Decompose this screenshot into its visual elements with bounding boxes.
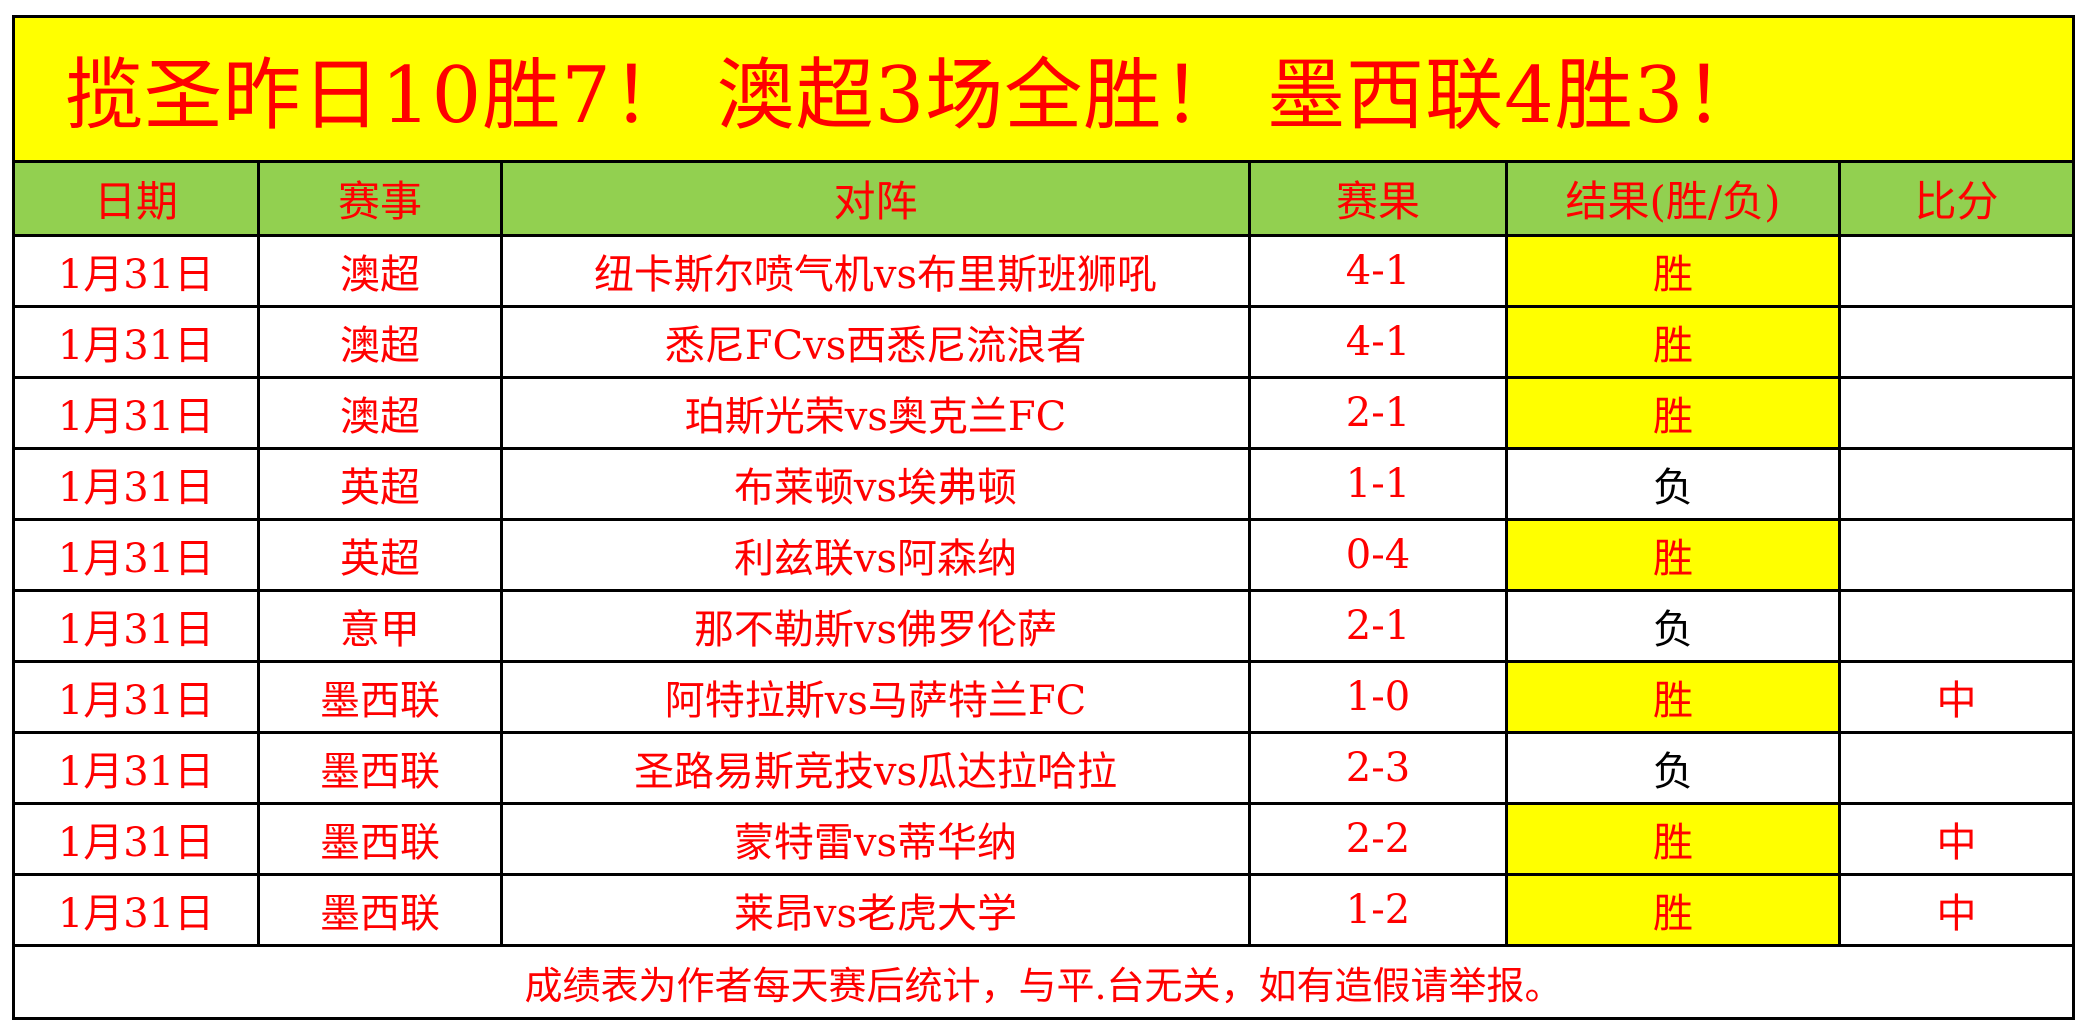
cell-score: 1-1 <box>1248 447 1508 521</box>
results-table: 揽圣昨日10胜7！ 澳超3场全胜！ 墨西联4胜3！ 日期 赛事 对阵 赛果 结果… <box>11 15 2076 1020</box>
cell-league: 澳超 <box>257 376 503 450</box>
footer-row: 成绩表为作者每天赛后统计，与平.台无关，如有造假请举报。 <box>11 944 2076 1020</box>
cell-score: 4-1 <box>1248 305 1508 379</box>
header-bifen: 比分 <box>1837 160 2076 237</box>
cell-score: 2-3 <box>1248 731 1508 805</box>
cell-league: 英超 <box>257 447 503 521</box>
cell-league: 澳超 <box>257 305 503 379</box>
cell-bifen <box>1837 518 2076 592</box>
header-score: 赛果 <box>1248 160 1508 237</box>
cell-league: 意甲 <box>257 589 503 663</box>
cell-bifen: 中 <box>1837 660 2076 734</box>
cell-result: 胜 <box>1505 376 1841 450</box>
cell-date: 1月31日 <box>12 873 260 947</box>
cell-score: 4-1 <box>1248 234 1508 308</box>
cell-match: 纽卡斯尔喷气机vs布里斯班狮吼 <box>500 234 1251 308</box>
cell-result: 负 <box>1505 589 1841 663</box>
cell-result: 胜 <box>1505 873 1841 947</box>
cell-match: 圣路易斯竞技vs瓜达拉哈拉 <box>500 731 1251 805</box>
cell-date: 1月31日 <box>12 802 260 876</box>
cell-bifen <box>1837 376 2076 450</box>
cell-result: 负 <box>1505 731 1841 805</box>
table-row: 1月31日 英超 布莱顿vs埃弗顿 1-1 负 <box>12 447 2076 521</box>
footer-note: 成绩表为作者每天赛后统计，与平.台无关，如有造假请举报。 <box>11 944 2076 1020</box>
cell-match: 利兹联vs阿森纳 <box>500 518 1251 592</box>
cell-bifen <box>1837 589 2076 663</box>
table-row: 1月31日 意甲 那不勒斯vs佛罗伦萨 2-1 负 <box>12 589 2076 663</box>
cell-bifen <box>1837 731 2076 805</box>
cell-date: 1月31日 <box>12 376 260 450</box>
cell-league: 墨西联 <box>257 802 503 876</box>
table-row: 1月31日 澳超 纽卡斯尔喷气机vs布里斯班狮吼 4-1 胜 <box>12 234 2076 308</box>
cell-league: 墨西联 <box>257 660 503 734</box>
table-row: 1月31日 澳超 悉尼FCvs西悉尼流浪者 4-1 胜 <box>12 305 2076 379</box>
cell-league: 澳超 <box>257 234 503 308</box>
header-date: 日期 <box>12 160 260 237</box>
cell-score: 2-1 <box>1248 376 1508 450</box>
cell-league: 英超 <box>257 518 503 592</box>
header-result: 结果(胜/负) <box>1505 160 1841 237</box>
cell-result: 胜 <box>1505 660 1841 734</box>
table-row: 1月31日 英超 利兹联vs阿森纳 0-4 胜 <box>12 518 2076 592</box>
cell-league: 墨西联 <box>257 873 503 947</box>
cell-match: 阿特拉斯vs马萨特兰FC <box>500 660 1251 734</box>
cell-match: 那不勒斯vs佛罗伦萨 <box>500 589 1251 663</box>
cell-score: 2-1 <box>1248 589 1508 663</box>
cell-result: 负 <box>1505 447 1841 521</box>
cell-date: 1月31日 <box>12 518 260 592</box>
table-row: 1月31日 墨西联 蒙特雷vs蒂华纳 2-2 胜中 <box>12 802 2076 876</box>
page-title: 揽圣昨日10胜7！ 澳超3场全胜！ 墨西联4胜3！ <box>11 15 2076 163</box>
cell-score: 0-4 <box>1248 518 1508 592</box>
table-row: 1月31日 墨西联 圣路易斯竞技vs瓜达拉哈拉 2-3 负 <box>12 731 2076 805</box>
cell-result: 胜 <box>1505 305 1841 379</box>
cell-match: 布莱顿vs埃弗顿 <box>500 447 1251 521</box>
cell-match: 悉尼FCvs西悉尼流浪者 <box>500 305 1251 379</box>
cell-match: 莱昂vs老虎大学 <box>500 873 1251 947</box>
table-row: 1月31日 澳超 珀斯光荣vs奥克兰FC 2-1 胜 <box>12 376 2076 450</box>
table-row: 1月31日 墨西联 阿特拉斯vs马萨特兰FC 1-0 胜中 <box>12 660 2076 734</box>
header-match: 对阵 <box>500 160 1251 237</box>
cell-date: 1月31日 <box>12 447 260 521</box>
cell-match: 蒙特雷vs蒂华纳 <box>500 802 1251 876</box>
cell-date: 1月31日 <box>12 660 260 734</box>
cell-bifen <box>1837 305 2076 379</box>
cell-date: 1月31日 <box>12 305 260 379</box>
title-row: 揽圣昨日10胜7！ 澳超3场全胜！ 墨西联4胜3！ <box>11 15 2076 163</box>
cell-date: 1月31日 <box>12 589 260 663</box>
cell-result: 胜 <box>1505 802 1841 876</box>
cell-result: 胜 <box>1505 234 1841 308</box>
cell-bifen: 中 <box>1837 873 2076 947</box>
header-league: 赛事 <box>257 160 503 237</box>
cell-score: 2-2 <box>1248 802 1508 876</box>
cell-score: 1-0 <box>1248 660 1508 734</box>
cell-score: 1-2 <box>1248 873 1508 947</box>
cell-league: 墨西联 <box>257 731 503 805</box>
cell-result: 胜 <box>1505 518 1841 592</box>
cell-date: 1月31日 <box>12 731 260 805</box>
cell-bifen: 中 <box>1837 802 2076 876</box>
cell-match: 珀斯光荣vs奥克兰FC <box>500 376 1251 450</box>
cell-bifen <box>1837 234 2076 308</box>
cell-date: 1月31日 <box>12 234 260 308</box>
cell-bifen <box>1837 447 2076 521</box>
header-row: 日期 赛事 对阵 赛果 结果(胜/负) 比分 <box>12 160 2076 237</box>
table-row: 1月31日 墨西联 莱昂vs老虎大学 1-2 胜中 <box>12 873 2076 947</box>
